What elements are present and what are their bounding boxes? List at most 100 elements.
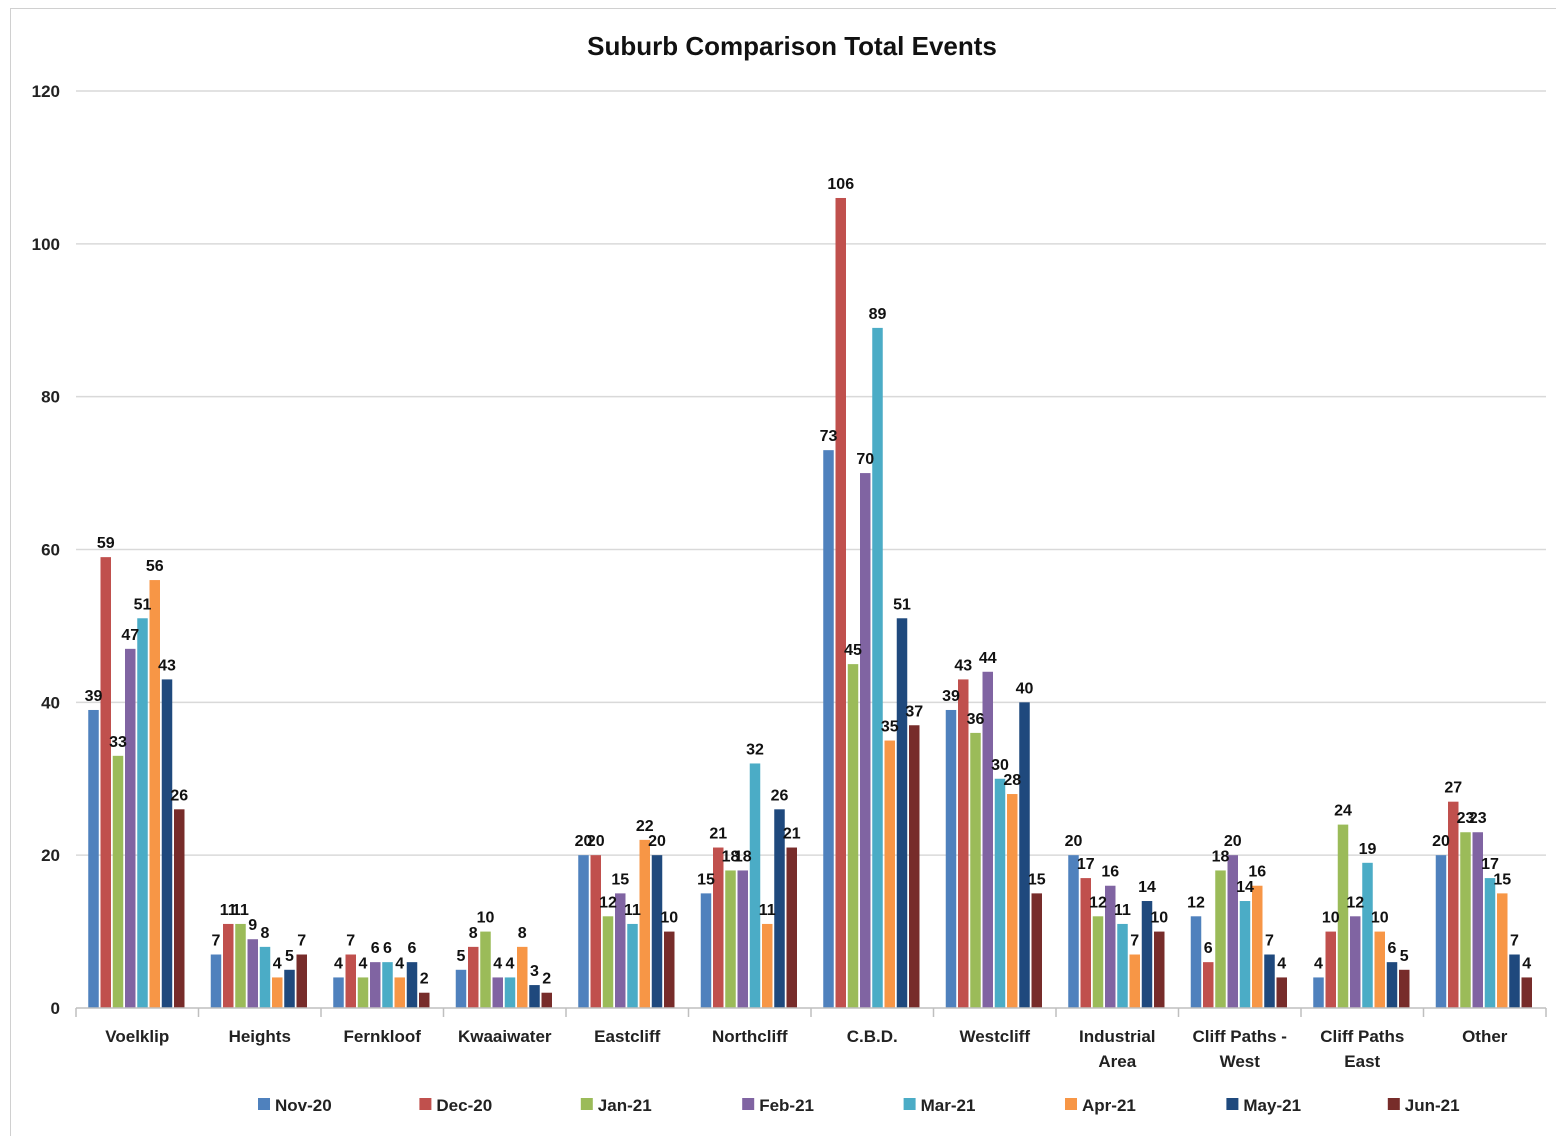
bars [88, 197, 1532, 1008]
chart-frame [10, 8, 1556, 1136]
data-label: 14 [1138, 879, 1156, 896]
bar [235, 923, 246, 1008]
bar [492, 977, 503, 1008]
data-label: 24 [1334, 803, 1352, 820]
bar [1154, 931, 1165, 1008]
bar [970, 732, 981, 1008]
bar [982, 671, 993, 1008]
bar [1460, 832, 1471, 1008]
data-label: 15 [697, 871, 715, 888]
bar [713, 847, 724, 1008]
bar [370, 962, 381, 1008]
bar [615, 893, 626, 1008]
data-label: 10 [660, 910, 678, 927]
legend-swatch [903, 1098, 916, 1110]
bar [1399, 969, 1410, 1008]
data-label: 26 [771, 787, 789, 804]
data-label: 5 [457, 948, 466, 965]
bar [284, 969, 295, 1008]
data-label: 4 [506, 955, 515, 972]
bar [786, 847, 797, 1008]
legend-label: Mar-21 [921, 1096, 976, 1115]
legend-item[interactable]: Feb-21 [742, 1096, 814, 1115]
bar [1521, 977, 1532, 1008]
data-label: 73 [820, 428, 838, 445]
bar [945, 709, 957, 1008]
bar [774, 809, 785, 1008]
legend-label: Jan-21 [598, 1096, 652, 1115]
bar [762, 923, 773, 1008]
bar [345, 954, 356, 1008]
legend-item[interactable]: Apr-21 [1065, 1096, 1136, 1115]
bar [1337, 824, 1349, 1008]
bar [468, 946, 479, 1008]
bar [406, 962, 418, 1008]
data-label: 17 [1077, 856, 1095, 873]
bar [835, 197, 846, 1008]
legend-item[interactable]: Jun-21 [1387, 1096, 1460, 1115]
data-label: 8 [518, 925, 527, 942]
data-label: 30 [991, 757, 1009, 774]
data-label: 44 [979, 650, 997, 667]
x-tick-label: Heights [229, 1027, 291, 1046]
bar [639, 839, 650, 1008]
data-label: 2 [542, 971, 551, 988]
data-label: 15 [611, 871, 629, 888]
legend-label: Feb-21 [759, 1096, 814, 1115]
legend-item[interactable]: May-21 [1226, 1096, 1301, 1115]
bar [1129, 954, 1140, 1008]
bar [1435, 855, 1447, 1008]
legend-item[interactable]: Jan-21 [580, 1096, 652, 1115]
bar [1117, 923, 1128, 1008]
bar [590, 855, 601, 1008]
data-label: 70 [856, 451, 874, 468]
bar [627, 923, 638, 1008]
bar [529, 985, 540, 1008]
y-tick-label: 80 [41, 388, 60, 407]
data-label: 10 [1150, 910, 1168, 927]
data-label: 11 [232, 902, 249, 919]
bar [259, 946, 271, 1008]
data-label: 39 [85, 688, 103, 705]
bar [994, 778, 1006, 1008]
data-label: 4 [1522, 955, 1531, 972]
x-axis: Voelklip Heights Fernkloof Kwaaiwater Eastcl… [75, 1007, 1547, 1071]
bar [1019, 702, 1030, 1008]
data-label: 10 [1322, 910, 1340, 927]
data-label: 2 [420, 971, 429, 988]
legend-item[interactable]: Mar-21 [903, 1096, 976, 1115]
legend-swatch [1387, 1098, 1400, 1110]
data-label: 18 [734, 848, 752, 865]
bar [419, 992, 430, 1008]
data-label: 35 [881, 719, 899, 736]
data-label: 14 [1236, 879, 1254, 896]
legend-swatch [1226, 1098, 1239, 1110]
legend-swatch [580, 1098, 593, 1110]
data-label: 20 [1432, 833, 1450, 850]
data-label: 3 [530, 963, 539, 980]
bar [860, 473, 871, 1008]
bar [88, 709, 99, 1008]
bar [1374, 931, 1385, 1008]
data-label: 6 [1204, 940, 1213, 957]
legend[interactable]: Nov-20 Dec-20 Jan-21 Feb-21 Mar-21 Apr-21 May-… [258, 1096, 1460, 1115]
data-label: 20 [1224, 833, 1242, 850]
bar [896, 618, 908, 1008]
bar [737, 870, 748, 1008]
bar [100, 557, 111, 1008]
x-tick-label: Other [1462, 1027, 1508, 1046]
x-tick-label: C.B.D. [847, 1027, 898, 1046]
bar [174, 809, 185, 1008]
data-label: 12 [1089, 894, 1107, 911]
bar [1264, 954, 1275, 1008]
chart-title: Suburb Comparison Total Events [587, 31, 997, 61]
data-label: 51 [134, 596, 152, 613]
data-label: 7 [297, 933, 306, 950]
data-label: 20 [587, 833, 605, 850]
data-label: 16 [1101, 864, 1119, 881]
legend-item[interactable]: Dec-20 [419, 1096, 492, 1115]
legend-item[interactable]: Nov-20 [258, 1096, 332, 1115]
bar [541, 992, 552, 1008]
bar [1215, 870, 1226, 1008]
